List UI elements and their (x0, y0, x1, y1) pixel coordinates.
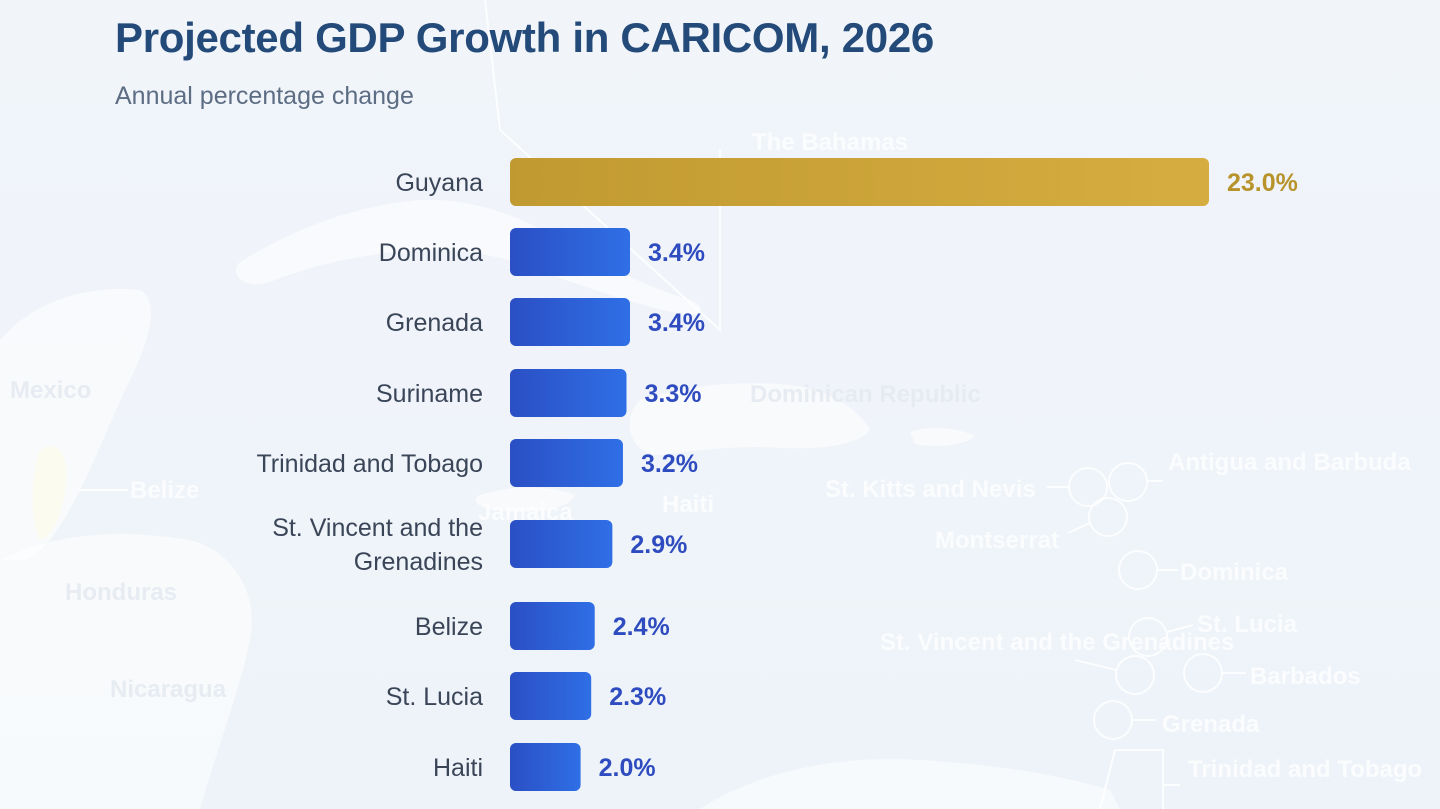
cuba-landmass (236, 199, 701, 315)
category-label-trinidad-and-tobago: Trinidad and Tobago (256, 450, 483, 478)
map-labels: The Bahamas Mexico Belize Honduras Nicar… (10, 129, 1422, 783)
map-label-haiti: Haiti (662, 491, 714, 518)
category-label-grenada: Grenada (386, 309, 483, 337)
bar-row-guyana: Guyana 23.0% (395, 158, 1298, 206)
map-label-nicaragua: Nicaragua (110, 676, 227, 703)
category-label-suriname: Suriname (376, 380, 483, 408)
bar-belize (510, 602, 595, 650)
map-label-montserrat: Montserrat (935, 527, 1059, 554)
bar-row-belize: Belize 2.4% (415, 602, 670, 650)
map-label-barbados: Barbados (1250, 663, 1361, 690)
map-label-dominica: Dominica (1180, 559, 1289, 586)
category-label-st-lucia: St. Lucia (386, 683, 483, 711)
bar-row-st-lucia: St. Lucia 2.3% (386, 672, 666, 720)
south-america-landmass (700, 759, 1120, 809)
map-label-trinidad: Trinidad and Tobago (1188, 756, 1422, 783)
category-label-haiti: Haiti (433, 754, 483, 782)
chart-title: Projected GDP Growth in CARICOM, 2026 (115, 14, 934, 61)
puerto-rico-landmass (910, 428, 975, 446)
map-landmasses (0, 199, 1120, 809)
bar-row-suriname: Suriname 3.3% (376, 369, 701, 417)
map-label-st-kitts: St. Kitts and Nevis (825, 476, 1036, 503)
hispaniola-landmass (629, 383, 870, 455)
bar-row-trinidad-and-tobago: Trinidad and Tobago 3.2% (256, 439, 698, 487)
bar-st-vincent-and-the-grenadines (510, 520, 613, 568)
bar-suriname (510, 369, 627, 417)
category-label-belize: Belize (415, 613, 483, 641)
value-label-haiti: 2.0% (599, 754, 656, 782)
category-label-guyana: Guyana (395, 169, 483, 197)
bar-haiti (510, 743, 581, 791)
map-label-honduras: Honduras (65, 579, 177, 606)
bar-trinidad-and-tobago (510, 439, 623, 487)
central-america-landmass (0, 534, 252, 809)
value-label-belize: 2.4% (613, 613, 670, 641)
map-label-grenada: Grenada (1162, 711, 1260, 738)
value-label-trinidad-and-tobago: 3.2% (641, 450, 698, 478)
category-label-dominica: Dominica (379, 239, 483, 267)
value-label-st-vincent-and-the-grenadines: 2.9% (630, 531, 687, 559)
value-label-st-lucia: 2.3% (609, 683, 666, 711)
bar-row-grenada: Grenada 3.4% (386, 298, 705, 346)
bar-dominica (510, 228, 631, 276)
value-label-guyana: 23.0% (1227, 169, 1298, 197)
map-label-mexico: Mexico (10, 377, 91, 404)
value-label-suriname: 3.3% (644, 380, 701, 408)
bar-guyana (510, 158, 1209, 206)
map-label-dominican-republic: Dominican Republic (750, 381, 981, 408)
value-label-dominica: 3.4% (648, 239, 705, 267)
value-label-grenada: 3.4% (648, 309, 705, 337)
category-label-st-vincent-and-the-grenadines: St. Vincent and the Grenadines (272, 514, 483, 576)
chart-subtitle: Annual percentage change (115, 82, 414, 110)
jamaica-landmass (475, 487, 575, 512)
map-label-belize: Belize (130, 477, 199, 504)
map-label-antigua: Antigua and Barbuda (1168, 449, 1411, 476)
bar-row-haiti: Haiti 2.0% (433, 743, 656, 791)
bar-row-st-vincent-and-the-grenadines: St. Vincent and the Grenadines 2.9% (272, 514, 687, 576)
bar-grenada (510, 298, 631, 346)
map-label-st-lucia: St. Lucia (1197, 611, 1298, 638)
map-label-bahamas: The Bahamas (752, 129, 908, 156)
bars-group: Guyana 23.0% Dominica 3.4% Grenada 3.4% Surina… (256, 158, 1298, 791)
bar-st-lucia (510, 672, 592, 720)
map-label-st-vincent: St. Vincent and the Grenadines (880, 629, 1234, 656)
bar-row-dominica: Dominica 3.4% (379, 228, 705, 276)
belize-highlight (32, 446, 67, 540)
